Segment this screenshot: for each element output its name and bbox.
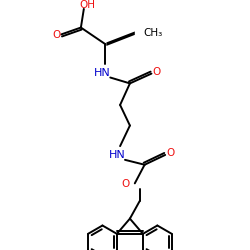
- Text: O: O: [166, 148, 174, 158]
- Text: O: O: [152, 67, 160, 77]
- Text: HN: HN: [109, 150, 126, 160]
- Polygon shape: [106, 32, 135, 46]
- Text: OH: OH: [80, 0, 96, 10]
- Text: O: O: [52, 30, 60, 40]
- Text: CH₃: CH₃: [144, 28, 163, 38]
- Text: HN: HN: [94, 68, 111, 78]
- Text: O: O: [122, 179, 130, 189]
